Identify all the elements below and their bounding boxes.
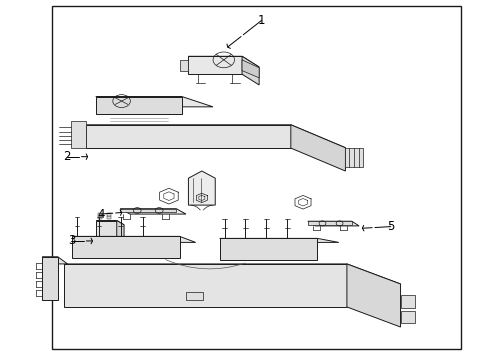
Polygon shape (117, 221, 124, 244)
Bar (107, 213, 111, 216)
Polygon shape (42, 257, 58, 300)
Polygon shape (86, 125, 290, 148)
Polygon shape (188, 171, 215, 205)
Polygon shape (64, 264, 400, 284)
Polygon shape (219, 238, 338, 242)
Bar (345, 148, 362, 167)
Polygon shape (346, 264, 400, 327)
Polygon shape (72, 237, 179, 258)
Text: 5: 5 (386, 220, 394, 233)
Polygon shape (290, 125, 345, 171)
Polygon shape (96, 96, 182, 114)
Polygon shape (219, 238, 317, 260)
Polygon shape (86, 125, 345, 148)
Text: 3: 3 (67, 234, 75, 247)
Polygon shape (242, 60, 259, 78)
Polygon shape (96, 96, 213, 107)
Polygon shape (400, 311, 414, 323)
Polygon shape (179, 60, 188, 71)
Polygon shape (64, 264, 346, 307)
Bar (185, 292, 203, 300)
Polygon shape (96, 221, 124, 225)
Bar (52, 6, 461, 348)
Bar (107, 216, 111, 219)
Polygon shape (188, 56, 259, 67)
Polygon shape (307, 221, 351, 225)
Text: 1: 1 (257, 14, 265, 27)
Text: 2: 2 (62, 150, 70, 163)
Bar (71, 121, 86, 148)
Polygon shape (242, 56, 259, 85)
Bar (98, 216, 102, 219)
Polygon shape (120, 209, 185, 214)
Polygon shape (120, 209, 176, 212)
Polygon shape (42, 257, 67, 264)
Polygon shape (96, 221, 117, 240)
Polygon shape (72, 237, 195, 242)
Bar (98, 213, 102, 216)
Text: 4: 4 (97, 208, 104, 221)
Polygon shape (400, 296, 414, 309)
Polygon shape (307, 221, 358, 226)
Polygon shape (188, 56, 242, 74)
